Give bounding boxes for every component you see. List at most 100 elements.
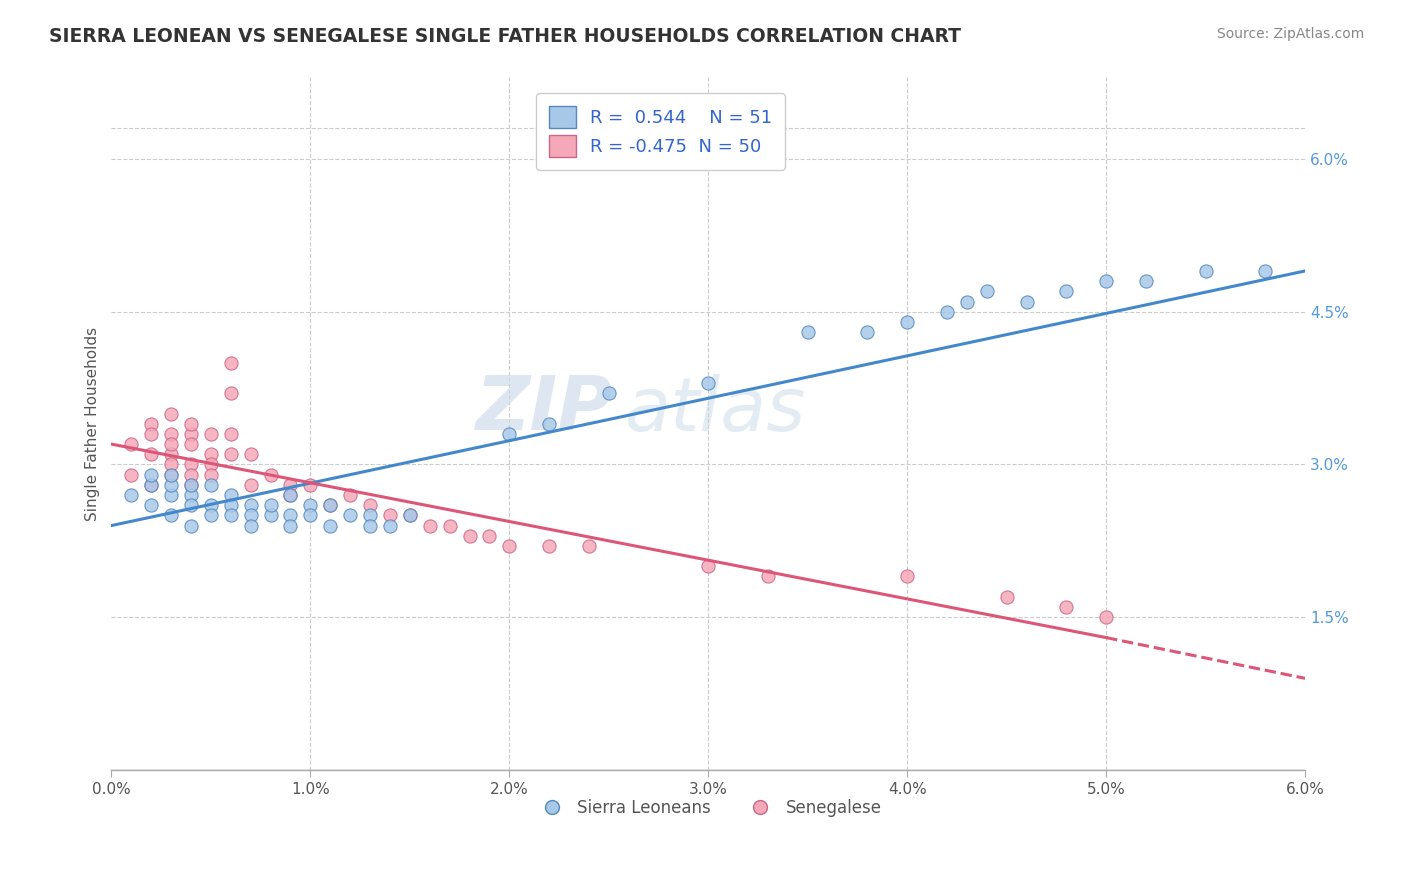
Point xyxy=(319,498,342,512)
Point xyxy=(141,478,163,492)
Point xyxy=(180,518,202,533)
Point xyxy=(160,426,183,441)
Point xyxy=(259,508,281,523)
Legend: Sierra Leoneans, Senegalese: Sierra Leoneans, Senegalese xyxy=(529,793,889,824)
Point xyxy=(180,498,202,512)
Point xyxy=(200,458,222,472)
Point xyxy=(180,488,202,502)
Point xyxy=(280,488,302,502)
Point xyxy=(299,498,322,512)
Point xyxy=(180,478,202,492)
Point xyxy=(378,518,401,533)
Text: atlas: atlas xyxy=(624,374,806,446)
Point xyxy=(280,478,302,492)
Point xyxy=(598,386,620,401)
Point xyxy=(141,426,163,441)
Point xyxy=(458,529,481,543)
Point xyxy=(120,467,142,482)
Point xyxy=(896,569,918,583)
Point xyxy=(398,508,420,523)
Point xyxy=(419,518,441,533)
Point xyxy=(697,376,720,390)
Point xyxy=(160,437,183,451)
Point xyxy=(239,447,262,461)
Point xyxy=(697,559,720,574)
Point xyxy=(239,518,262,533)
Point xyxy=(200,508,222,523)
Point xyxy=(259,498,281,512)
Point xyxy=(180,478,202,492)
Point xyxy=(160,488,183,502)
Point xyxy=(120,488,142,502)
Point xyxy=(180,467,202,482)
Point xyxy=(219,508,242,523)
Point xyxy=(1054,600,1077,615)
Point xyxy=(160,447,183,461)
Point xyxy=(856,325,879,339)
Point xyxy=(1135,274,1157,288)
Point xyxy=(219,426,242,441)
Point xyxy=(141,447,163,461)
Point xyxy=(160,478,183,492)
Point xyxy=(160,467,183,482)
Point xyxy=(141,498,163,512)
Point xyxy=(1254,264,1277,278)
Point xyxy=(219,386,242,401)
Point xyxy=(299,508,322,523)
Point xyxy=(498,539,520,553)
Point xyxy=(200,467,222,482)
Point xyxy=(141,417,163,431)
Point xyxy=(578,539,600,553)
Point xyxy=(956,294,979,309)
Point xyxy=(141,467,163,482)
Point xyxy=(796,325,818,339)
Point xyxy=(280,488,302,502)
Point xyxy=(319,498,342,512)
Point xyxy=(180,437,202,451)
Point xyxy=(219,498,242,512)
Y-axis label: Single Father Households: Single Father Households xyxy=(86,326,100,521)
Point xyxy=(1095,610,1118,624)
Point xyxy=(359,508,381,523)
Point xyxy=(538,417,561,431)
Point xyxy=(239,508,262,523)
Point xyxy=(160,458,183,472)
Point xyxy=(239,498,262,512)
Point xyxy=(200,447,222,461)
Point xyxy=(1095,274,1118,288)
Point xyxy=(339,508,361,523)
Point xyxy=(180,426,202,441)
Point xyxy=(1194,264,1216,278)
Point xyxy=(339,488,361,502)
Point xyxy=(756,569,779,583)
Point xyxy=(160,508,183,523)
Point xyxy=(538,539,561,553)
Point xyxy=(239,478,262,492)
Text: SIERRA LEONEAN VS SENEGALESE SINGLE FATHER HOUSEHOLDS CORRELATION CHART: SIERRA LEONEAN VS SENEGALESE SINGLE FATH… xyxy=(49,27,962,45)
Point xyxy=(259,467,281,482)
Text: Source: ZipAtlas.com: Source: ZipAtlas.com xyxy=(1216,27,1364,41)
Point xyxy=(219,447,242,461)
Point xyxy=(120,437,142,451)
Text: ZIP: ZIP xyxy=(475,374,613,446)
Point xyxy=(359,518,381,533)
Point xyxy=(498,426,520,441)
Point xyxy=(976,285,998,299)
Point xyxy=(160,407,183,421)
Point xyxy=(200,478,222,492)
Point xyxy=(180,417,202,431)
Point xyxy=(280,518,302,533)
Point xyxy=(219,356,242,370)
Point xyxy=(936,304,959,318)
Point xyxy=(1054,285,1077,299)
Point xyxy=(398,508,420,523)
Point xyxy=(219,488,242,502)
Point xyxy=(478,529,501,543)
Point xyxy=(896,315,918,329)
Point xyxy=(378,508,401,523)
Point xyxy=(180,458,202,472)
Point xyxy=(319,518,342,533)
Point xyxy=(359,498,381,512)
Point xyxy=(280,508,302,523)
Point xyxy=(299,478,322,492)
